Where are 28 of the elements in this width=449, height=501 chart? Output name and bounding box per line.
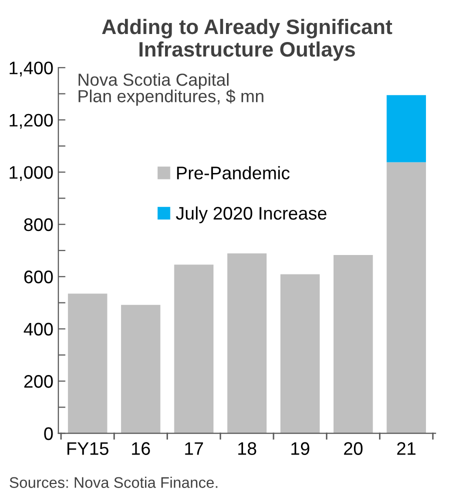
y-tick-label: 400 <box>24 322 53 336</box>
x-tick-label: 17 <box>185 442 203 455</box>
y-tick-label: 1,400 <box>10 62 53 76</box>
x-tick-label: 21 <box>397 442 416 455</box>
bar <box>174 264 214 434</box>
bar <box>227 253 267 434</box>
y-tick-label: 0 <box>44 427 53 440</box>
bar <box>68 294 108 434</box>
x-tick-label: 19 <box>291 442 310 455</box>
y-tick-label: 1,000 <box>10 166 53 181</box>
bar <box>386 95 426 162</box>
bar <box>386 162 426 434</box>
y-tick-label: 600 <box>24 270 53 284</box>
source-note: Sources: Nova Scotia Finance. <box>10 476 218 488</box>
x-tick-label: FY15 <box>67 442 108 455</box>
x-tick-label: 18 <box>238 442 256 455</box>
x-tick-label: 16 <box>132 442 150 455</box>
y-tick-label: 1,200 <box>10 114 53 129</box>
y-tick-label: 200 <box>24 375 53 388</box>
annotation: Nova Scotia Capital Plan expenditures, $ mn <box>78 73 264 106</box>
legend-label: July 2020 Increase <box>176 206 326 224</box>
chart-title: Adding to Already Significant Infrastructure Outlays <box>102 18 392 61</box>
bar <box>334 254 373 434</box>
bar <box>121 304 160 434</box>
legend-label: Pre-Pandemic <box>177 166 290 180</box>
x-tick-label: 20 <box>344 442 363 455</box>
bar <box>280 274 320 434</box>
y-tick-label: 800 <box>24 218 53 232</box>
